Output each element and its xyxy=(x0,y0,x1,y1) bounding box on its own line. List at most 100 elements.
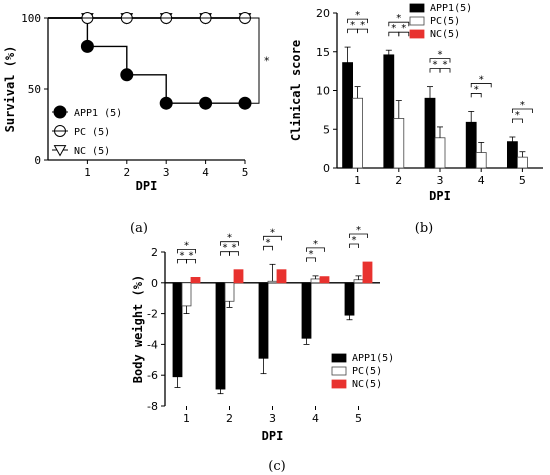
legend-swatch-0 xyxy=(409,3,425,13)
significance-star-0-2: * xyxy=(360,20,365,31)
legend-swatch-0 xyxy=(331,353,347,363)
significance-star-1-1: * xyxy=(391,23,396,34)
significance-bracket-0-2 xyxy=(186,259,196,264)
y-tick-label: -8 xyxy=(147,400,158,413)
x-tick-label: 3 xyxy=(269,412,276,425)
x-tick-label: 1 xyxy=(354,174,361,187)
significance-bracket-0-0 xyxy=(177,249,196,254)
x-tick-label: 4 xyxy=(478,174,485,187)
series-1-point xyxy=(199,12,212,24)
bar-0-3 xyxy=(465,121,477,169)
legend-marker-1 xyxy=(54,125,66,137)
y-tick-label: 0 xyxy=(34,154,41,167)
y-tick-label: 50 xyxy=(28,83,41,96)
x-tick-label: 1 xyxy=(84,166,91,179)
significance-bracket-4-1 xyxy=(349,243,359,249)
significance-bracket-3-0 xyxy=(470,83,492,88)
significance-bracket-1-2 xyxy=(398,31,410,37)
legend-label-1: PC(5) xyxy=(430,16,460,27)
legend-label-2: NC (5) xyxy=(74,146,110,157)
panel-label-a: (a) xyxy=(130,221,148,236)
significance-star-4-0: * xyxy=(520,100,525,111)
bar-0-0 xyxy=(342,62,354,169)
legend-swatch-2 xyxy=(409,29,425,39)
x-tick-label: 5 xyxy=(519,174,526,187)
bar-1-0 xyxy=(352,97,364,169)
series-0-point xyxy=(199,96,213,110)
y-tick-label: -4 xyxy=(147,338,158,351)
x-tick-label: 4 xyxy=(202,166,209,179)
y-tick-label: 0 xyxy=(151,277,158,290)
x-tick-label: 1 xyxy=(183,412,190,425)
series-1-point xyxy=(81,12,94,24)
significance-star-4-0: * xyxy=(356,225,361,236)
legend-label-0: APP1(5) xyxy=(352,353,394,364)
bar-0-0 xyxy=(172,282,183,378)
significance-star-1-2: * xyxy=(232,243,237,254)
x-axis-label: DPI xyxy=(136,179,158,193)
significance-star-1-0: * xyxy=(396,13,401,24)
significance-bracket-0-2 xyxy=(357,28,368,34)
bar-0-2 xyxy=(424,97,436,169)
bar-1-1 xyxy=(393,118,405,169)
series-0-point xyxy=(159,96,173,110)
bar-1-2 xyxy=(434,137,446,169)
bar-1-0 xyxy=(181,282,192,307)
significance-bracket-1-0 xyxy=(388,21,410,27)
significance-star-3-0: * xyxy=(313,239,318,250)
bar-0-3 xyxy=(301,282,312,339)
significance-star-1-2: * xyxy=(401,23,406,34)
legend-label-1: PC(5) xyxy=(352,366,382,377)
bar-0-4 xyxy=(506,141,518,169)
series-1-point xyxy=(160,12,173,24)
significance-bracket-3-1 xyxy=(470,93,482,98)
bar-1-4 xyxy=(517,156,528,169)
significance-bracket-2-1 xyxy=(263,245,273,251)
y-tick-label: 2 xyxy=(151,246,158,259)
bar-1-1 xyxy=(224,282,235,302)
significance-bracket-2-2 xyxy=(439,68,451,73)
y-axis-label: Survival (%) xyxy=(3,46,17,133)
y-axis-label: Clinical score xyxy=(289,40,303,141)
y-tick-label: 100 xyxy=(21,12,41,25)
legend-swatch-2 xyxy=(331,379,347,389)
series-0-point xyxy=(120,68,134,82)
x-tick-label: 4 xyxy=(312,412,319,425)
significance-star-1-0: * xyxy=(227,233,232,244)
x-tick-label: 2 xyxy=(395,174,402,187)
bar-2-3 xyxy=(319,276,330,284)
significance-star-2-0: * xyxy=(438,50,443,61)
significance-star-4-1: * xyxy=(515,110,520,121)
bar-0-2 xyxy=(258,282,269,359)
x-axis-label: DPI xyxy=(429,189,451,203)
bar-2-0 xyxy=(190,277,201,284)
x-tick-label: 5 xyxy=(242,166,249,179)
significance-star-2-1: * xyxy=(433,60,438,71)
significance-star-2-2: * xyxy=(443,60,448,71)
bar-0-1 xyxy=(383,54,395,169)
x-tick-label: 5 xyxy=(355,412,362,425)
y-tick-label: 5 xyxy=(323,123,330,136)
significance-star-3-0: * xyxy=(479,74,484,85)
legend-label-1: PC (5) xyxy=(74,127,110,138)
y-tick-label: 0 xyxy=(323,162,330,175)
significance-bracket-4-0 xyxy=(512,108,533,113)
significance-star-0-2: * xyxy=(189,250,194,261)
x-tick-label: 3 xyxy=(163,166,170,179)
bar-1-3 xyxy=(310,278,321,284)
significance-bracket-2-0 xyxy=(429,58,451,63)
series-line-0 xyxy=(48,17,245,104)
bar-0-4 xyxy=(344,282,355,316)
significance-star-0-1: * xyxy=(180,250,185,261)
significance-star-0-0: * xyxy=(184,240,189,251)
series-1-point xyxy=(239,12,251,24)
significance-bracket xyxy=(249,17,260,104)
x-tick-label: 2 xyxy=(123,166,130,179)
significance-star-3-1: * xyxy=(474,84,479,95)
legend-label-2: NC(5) xyxy=(430,29,460,40)
series-0-point xyxy=(80,39,94,53)
significance-star-1-1: * xyxy=(223,243,228,254)
